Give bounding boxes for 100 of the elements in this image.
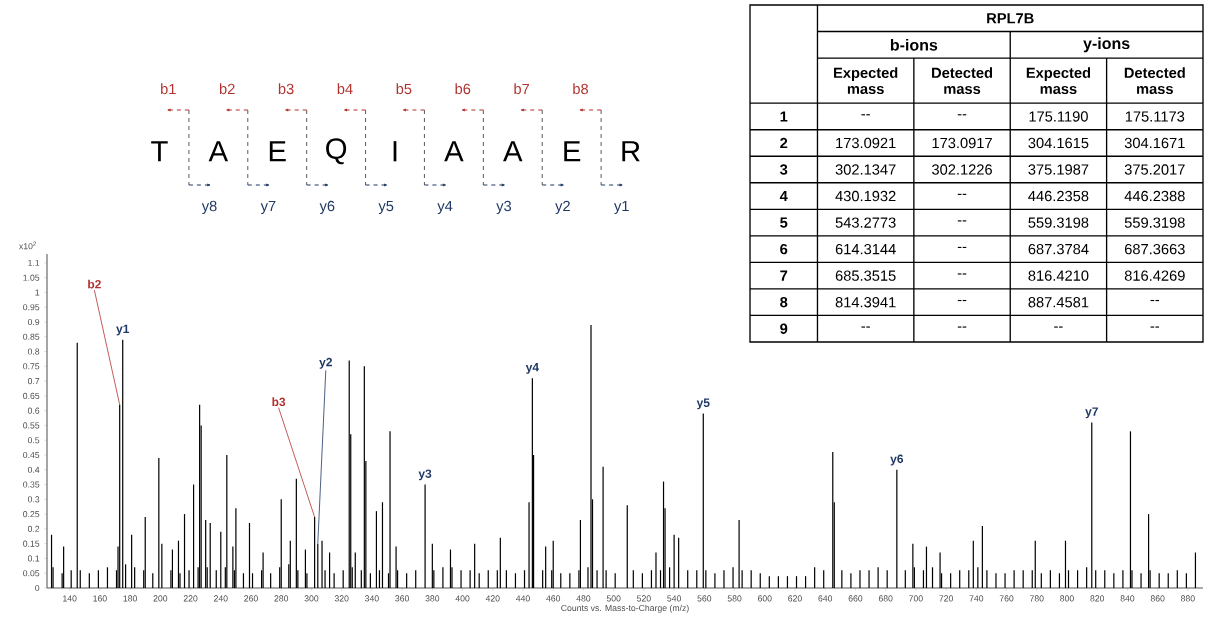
x-tick-label: 660 [848, 595, 863, 602]
x-tick-label: 860 [1150, 595, 1165, 602]
text: 687.3663 [1124, 243, 1185, 255]
y-tick-label: 0.35 [23, 481, 40, 488]
text: 614.3144 [835, 243, 896, 255]
y-tick-label: 0.15 [23, 540, 40, 547]
text: -- [1150, 326, 1160, 328]
x-tick-label: 440 [515, 595, 530, 602]
text: y2 [555, 200, 570, 215]
y-tick-label: 0.65 [23, 392, 40, 399]
text: 304.1671 [1124, 137, 1185, 149]
y-tick-label: 2 [780, 137, 788, 149]
text: 430.1932 [835, 190, 896, 202]
category-label: E [564, 141, 581, 162]
text: 559.3198 [1028, 217, 1089, 228]
text: 175.1173 [1125, 111, 1185, 122]
text: 302.1347 [835, 164, 896, 175]
annotation: y4 [525, 363, 539, 374]
text: b-ions [890, 38, 938, 51]
text: 816.4269 [1124, 270, 1185, 281]
annotation: y6 [890, 454, 904, 466]
text: 375.1987 [1028, 164, 1089, 175]
y-tick-label: 0.25 [23, 511, 40, 518]
y-tick-label: 0.05 [23, 570, 40, 577]
x-tick-label: 840 [1120, 595, 1135, 602]
x-tick-label: 280 [274, 595, 289, 602]
x-tick-label: 740 [969, 595, 984, 602]
text: y7 [260, 200, 276, 215]
x-tick-label: 400 [455, 595, 470, 602]
y-tick-label: 0.1 [27, 555, 40, 562]
text: 685.3515 [835, 270, 896, 281]
x-tick-label: Expected mass [1026, 67, 1091, 95]
text: b4 [337, 83, 353, 95]
y-tick-label: 0.2 [27, 525, 40, 532]
category-label: A [444, 141, 464, 162]
text: -- [957, 193, 967, 195]
category-label: T [151, 141, 168, 162]
y-tick-label: 1.05 [23, 274, 40, 281]
text: y1 [614, 200, 629, 215]
y-tick-label: 9 [780, 323, 788, 334]
x-tick-label: 480 [576, 595, 591, 602]
y-tick-label: 0.55 [23, 422, 40, 429]
x-tick-label: 240 [214, 595, 228, 602]
y-tick-label: 5 [780, 217, 788, 228]
y-axis-title: x10$^{2}$ [19, 241, 36, 250]
y-tick-label: 1 [780, 111, 788, 122]
text: 543.2773 [835, 217, 896, 228]
x-tick-label: 520 [637, 595, 651, 602]
x-tick-label: 140 [63, 595, 77, 602]
y-tick-label: 0.4 [27, 466, 40, 473]
text: 559.3198 [1124, 217, 1185, 228]
category-label: E [269, 141, 286, 162]
y-tick-label: 0.9 [27, 318, 40, 326]
x-tick-label: 500 [606, 595, 621, 602]
x-tick-label: 260 [244, 595, 258, 602]
category-label: A [208, 141, 229, 162]
x-tick-label: 560 [697, 595, 712, 602]
x-tick-label: 300 [304, 595, 319, 602]
x-tick-label: Detected mass [1124, 67, 1185, 95]
y-tick-label: 1.1 [28, 259, 40, 266]
text: y5 [378, 200, 394, 215]
text: 446.2358 [1028, 190, 1089, 202]
y-tick-label: 0.85 [23, 333, 40, 340]
text: -- [1150, 299, 1160, 302]
text: -- [957, 246, 967, 249]
x-tick-label: 580 [727, 595, 742, 602]
y-tick-label: 0.6 [27, 407, 40, 414]
x-tick-label: Expected mass [834, 67, 898, 95]
x-tick-label: 880 [1181, 595, 1195, 602]
y-tick-label: 0.75 [23, 363, 40, 370]
y-tick-label: 0.3 [27, 496, 40, 503]
annotation: y1 [116, 324, 130, 336]
category-label: Q [326, 138, 347, 165]
annotation: y2 [319, 357, 332, 369]
x-tick-label: 420 [485, 595, 500, 602]
text: 446.2388 [1124, 190, 1185, 202]
text: 687.3784 [1028, 243, 1089, 255]
text: b6 [455, 83, 471, 95]
y-tick-label: 0.45 [23, 451, 40, 459]
x-tick-label: 600 [757, 595, 772, 602]
x-tick-label: 820 [1090, 595, 1105, 602]
text: -- [957, 273, 967, 275]
text: b3 [278, 83, 294, 95]
x-tick-label: 340 [365, 595, 379, 602]
x-tick-label: 380 [425, 595, 440, 602]
y-tick-label: 0.8 [27, 348, 40, 355]
text: 173.0917 [932, 137, 992, 149]
text: b2 [219, 83, 235, 95]
x-tick-label: 800 [1060, 595, 1074, 602]
text: -- [861, 326, 870, 328]
text: -- [957, 114, 967, 116]
category-label: R [622, 141, 640, 162]
x-tick-label: 620 [788, 595, 802, 602]
text: 304.1615 [1028, 137, 1089, 149]
text: -- [957, 299, 967, 302]
y-tick-label: 6 [780, 243, 788, 255]
chart-title: RPL7B [987, 13, 1034, 24]
x-tick-label: 220 [183, 595, 198, 602]
text: 302.1226 [932, 164, 992, 175]
x-tick-label: 760 [999, 595, 1014, 602]
